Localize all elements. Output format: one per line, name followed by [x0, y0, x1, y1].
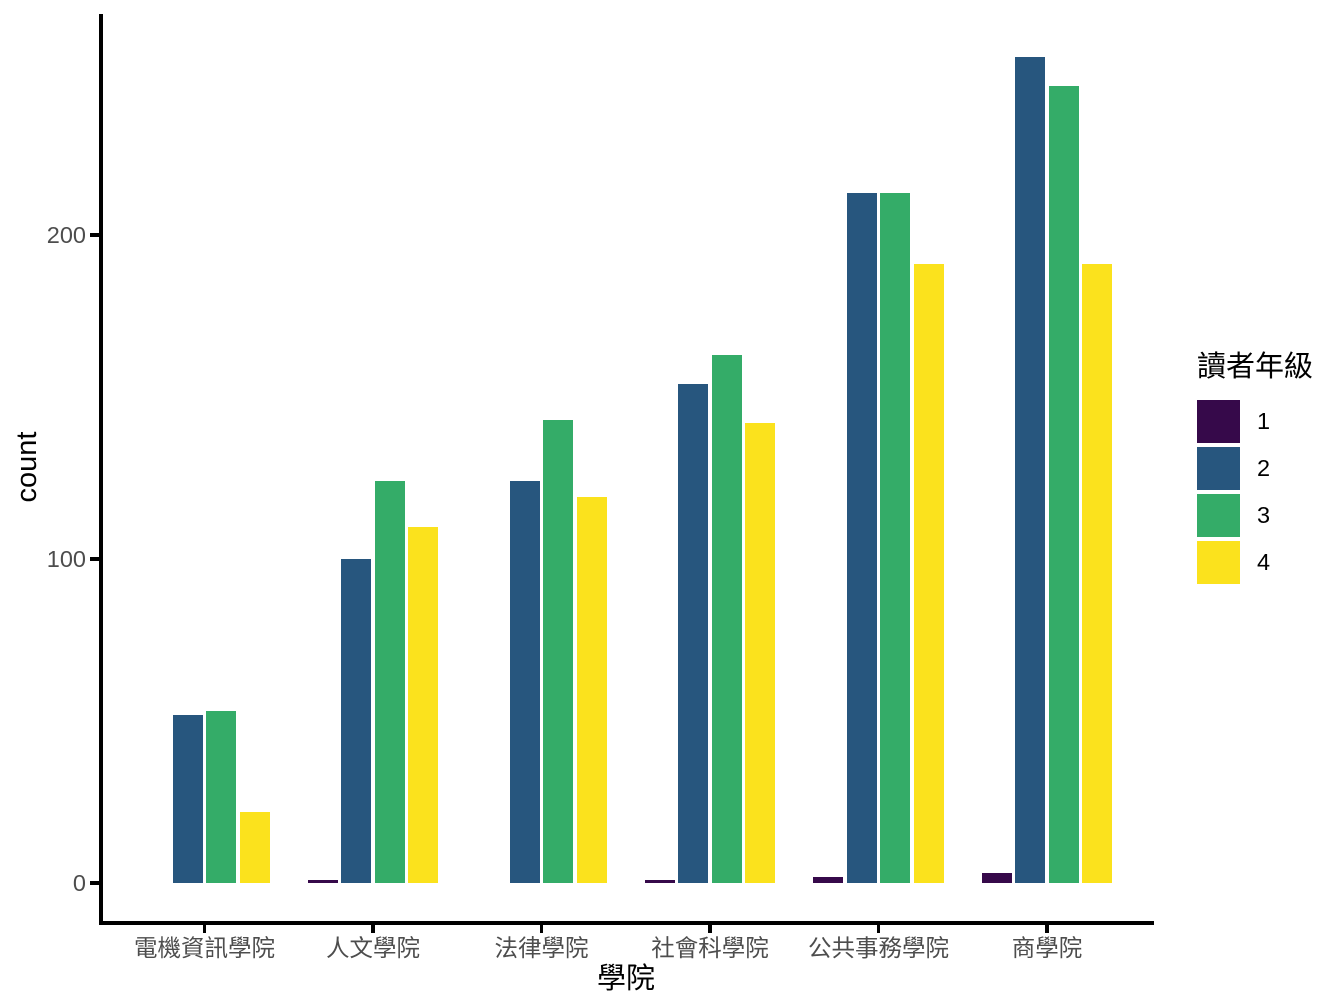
- legend-label: 1: [1257, 408, 1271, 434]
- x-tick-label: 人文學院: [326, 935, 420, 961]
- bar-grade-4: [576, 497, 607, 883]
- x-tick-label: 電機資訊學院: [134, 935, 275, 961]
- legend-row: 3: [1197, 494, 1313, 537]
- x-tick-mark: [708, 925, 712, 933]
- legend-key-swatch: [1197, 447, 1240, 490]
- y-tick-mark: [90, 881, 99, 885]
- x-axis-line: [99, 921, 1154, 925]
- legend-key-swatch: [1197, 400, 1240, 443]
- x-tick-label: 公共事務學院: [808, 935, 949, 961]
- y-tick-label: 200: [46, 222, 86, 248]
- bar-grade-4: [913, 264, 944, 883]
- bar-grade-3: [880, 192, 911, 883]
- bar-grade-2: [678, 384, 709, 883]
- bar-grade-3: [374, 481, 405, 883]
- bar-grade-2: [1015, 56, 1046, 883]
- legend-row: 1: [1197, 400, 1313, 443]
- legend: 讀者年級 1 2 3 4: [1197, 350, 1313, 584]
- x-tick-mark: [539, 925, 544, 933]
- y-tick-mark: [90, 557, 99, 561]
- legend-row: 2: [1197, 447, 1313, 490]
- legend-rows: 1 2 3 4: [1197, 400, 1313, 584]
- y-tick-label: 0: [72, 870, 86, 896]
- x-tick-label: 商學院: [1011, 935, 1083, 961]
- bar-grade-3: [711, 354, 742, 883]
- x-tick-mark: [202, 925, 207, 933]
- x-tick-label: 社會科學院: [651, 935, 769, 961]
- bar-grade-4: [1082, 264, 1113, 883]
- bar-grade-2: [341, 559, 372, 883]
- x-tick-mark: [371, 925, 375, 933]
- y-axis-title: count: [11, 431, 43, 503]
- bar-grade-1: [981, 873, 1012, 883]
- bar-grade-2: [509, 481, 540, 883]
- legend-key-swatch: [1197, 541, 1240, 584]
- bar-grade-4: [745, 422, 776, 883]
- legend-label: 2: [1257, 455, 1271, 481]
- x-tick-mark: [876, 925, 881, 933]
- bar-grade-3: [206, 711, 237, 883]
- bar-grade-2: [172, 714, 203, 883]
- legend-title: 讀者年級: [1197, 351, 1314, 383]
- y-tick-mark: [90, 233, 99, 237]
- bar-grade-1: [644, 879, 675, 883]
- x-axis-title: 學院: [596, 963, 655, 995]
- x-tick-label: 法律學院: [494, 935, 589, 961]
- y-tick-label: 100: [46, 546, 86, 572]
- bar-grade-1: [813, 876, 844, 883]
- legend-row: 4: [1197, 541, 1313, 584]
- bar-grade-4: [408, 526, 439, 883]
- x-tick-mark: [1045, 925, 1049, 933]
- y-axis-line: [99, 14, 103, 925]
- legend-label: 4: [1257, 549, 1271, 575]
- bar-grade-3: [543, 419, 574, 883]
- legend-key-swatch: [1197, 494, 1240, 537]
- bar-grade-3: [1048, 85, 1079, 883]
- bar-grade-4: [239, 811, 270, 883]
- bar-grade-2: [846, 192, 877, 883]
- legend-label: 3: [1257, 502, 1271, 528]
- bar-grade-1: [307, 879, 338, 883]
